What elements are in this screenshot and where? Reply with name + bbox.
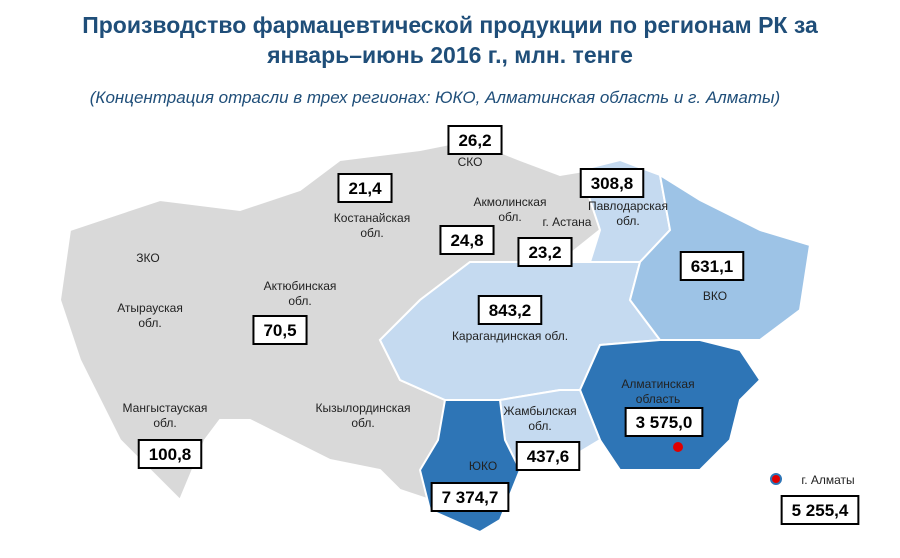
map-shapes [58,138,812,534]
region-name: Атырауская [117,301,183,315]
value-box [137,439,203,469]
region-value: 23,2 [528,243,561,262]
subtitle: (Концентрация отрасли в трех регионах: Ю… [90,88,780,107]
title: январь–июнь 2016 г., млн. тенге [266,42,633,68]
region-name: Алматинская [621,377,694,391]
region-value: 631,1 [691,257,734,276]
region-value: 437,6 [527,447,570,466]
region-value: 843,2 [489,301,532,320]
region-name: ЮКО [469,459,497,473]
region-name: обл. [351,416,374,430]
region-name: область [636,392,680,406]
region-name: Акмолинская [474,195,547,209]
region-name: г. Алматы [801,473,854,487]
value-box [515,441,581,471]
value-box [447,125,503,155]
region-name: Мангыстауская [123,401,208,415]
value-box [624,407,704,437]
title: Производство фармацевтической продукции … [82,12,818,38]
region-name: Жамбылская [503,404,576,418]
region-value: 26,2 [458,131,491,150]
value-box [780,495,860,525]
value-box [430,482,510,512]
region-value: 308,8 [591,174,634,193]
region-value: 7 374,7 [442,488,499,507]
region-name: обл. [360,226,383,240]
value-box [477,295,543,325]
value-box [517,237,573,267]
region-name: обл. [153,416,176,430]
region-name: Костанайская [334,211,410,225]
city-marker [770,473,782,485]
region-name: ЗКО [136,251,159,265]
region-name: г. Астана [543,215,592,229]
region-value: 5 255,4 [792,501,849,520]
region-name: обл. [288,294,311,308]
region-name: Актюбинская [264,279,337,293]
region-name: Карагандинская обл. [452,329,568,343]
value-box [252,315,308,345]
value-box [679,251,745,281]
region-name: обл. [498,210,521,224]
region-value: 3 575,0 [636,413,693,432]
value-box [579,168,645,198]
region-value: 70,5 [263,321,296,340]
value-box [337,173,393,203]
region-name: обл. [138,316,161,330]
region-name: обл. [616,214,639,228]
region-name: Кызылординская [316,401,411,415]
city-marker [673,442,683,452]
region-value: 21,4 [348,179,382,198]
region-name: СКО [458,155,483,169]
region-value: 100,8 [149,445,192,464]
region-name: Павлодарская [588,199,668,213]
region-value: 24,8 [450,231,483,250]
region-name: обл. [528,419,551,433]
region-name: ВКО [703,289,727,303]
value-box [439,225,495,255]
